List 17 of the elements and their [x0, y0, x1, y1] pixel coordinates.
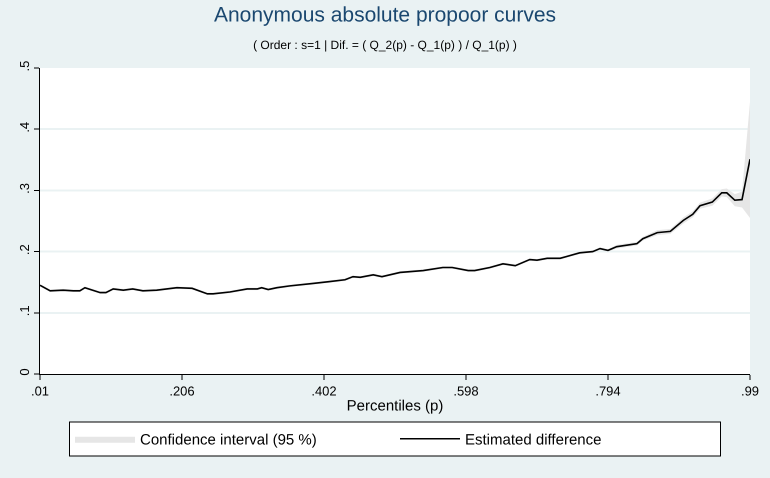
text: Confidence interval (95 %) — [140, 432, 317, 449]
x-tick-label: .206 — [169, 384, 195, 399]
y-tick-label: .4 — [16, 122, 32, 133]
y-tick-label: .2 — [16, 244, 32, 256]
chart-title: Anonymous absolute propoor curves — [214, 4, 556, 27]
legend-label: Estimated difference — [465, 432, 602, 449]
chart-subtitle: ( Order : s=1 | Dif. = ( Q_2(p) - Q_1(p) ) / Q_1(p) ) — [253, 38, 517, 52]
y-tick-label: .5 — [16, 60, 32, 72]
y-tick-label: .1 — [16, 305, 32, 316]
x-axis-title: Percentiles (p) — [346, 398, 444, 415]
x-tick-label: .794 — [595, 384, 621, 399]
x-tick-label: .598 — [453, 384, 479, 399]
x-tick-label: .99 — [740, 384, 760, 399]
x-tick-label: .01 — [30, 384, 50, 399]
x-tick-label: .402 — [311, 384, 337, 399]
y-tick-label: 0 — [16, 368, 32, 376]
y-tick-label: .3 — [16, 183, 32, 194]
